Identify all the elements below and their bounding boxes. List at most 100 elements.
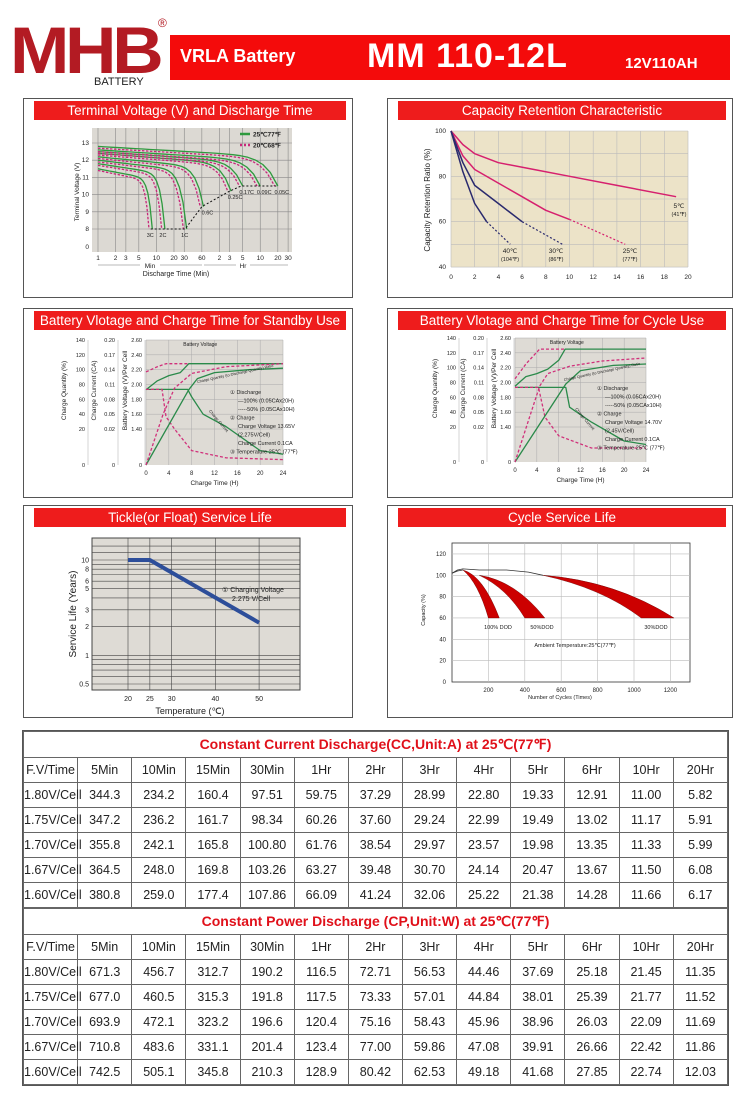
table-cell: 29.24 bbox=[401, 807, 458, 833]
column-header: 15Min bbox=[185, 934, 241, 960]
panel-float-life: Tickle(or Float) Service Life bbox=[23, 505, 353, 718]
table-cell: 11.52 bbox=[672, 984, 729, 1010]
table-cell: 28.99 bbox=[401, 782, 458, 808]
constant-power-table: Constant Power Discharge (CP,Unit:W) at … bbox=[22, 908, 729, 1085]
table-cell: 190.2 bbox=[239, 959, 295, 985]
table-row: 1.75V/Cell 677.0 460.5 315.3 191.8 117.5 73.33… bbox=[22, 984, 729, 1010]
table-row: 1.67V/Cell 710.8 483.6 331.1 201.4 123.4 77.00… bbox=[22, 1034, 729, 1060]
table-cell: 44.84 bbox=[456, 984, 512, 1010]
panel-title: Battery Vlotage and Charge Time for Cycl… bbox=[398, 311, 726, 330]
panel-title: Cycle Service Life bbox=[398, 508, 726, 527]
table-row: 1.60V/Cell 742.5 505.1 345.8 210.3 128.9 80.42… bbox=[22, 1059, 729, 1085]
table-cell: 20.47 bbox=[510, 857, 566, 883]
table-header-row: F.V/Time 5Min 10Min 15Min 30Min 1Hr 2Hr 3Hr 4Hr 5… bbox=[22, 757, 729, 783]
table-cell: 364.5 bbox=[77, 857, 133, 883]
table-cell: 26.03 bbox=[564, 1009, 620, 1035]
table-cell: 345.8 bbox=[185, 1059, 241, 1085]
product-type: VRLA Battery bbox=[180, 46, 296, 66]
column-header: 2Hr bbox=[347, 934, 403, 960]
row-label: 1.80V/Cell bbox=[22, 782, 82, 808]
table-cell: 11.66 bbox=[618, 882, 674, 908]
table-cell: 236.2 bbox=[131, 807, 187, 833]
column-header: F.V/Time bbox=[22, 757, 79, 783]
table-cell: 39.91 bbox=[510, 1034, 566, 1060]
table-cell: 331.1 bbox=[185, 1034, 241, 1060]
table-cell: 22.99 bbox=[456, 807, 512, 833]
table-cell: 63.27 bbox=[293, 857, 349, 883]
table-cell: 39.48 bbox=[347, 857, 403, 883]
table-cell: 116.5 bbox=[293, 959, 349, 985]
model-name: MM 110-12L bbox=[367, 37, 568, 75]
table-cell: 21.38 bbox=[510, 882, 566, 908]
column-header: 3Hr bbox=[401, 757, 458, 783]
table-cell: 210.3 bbox=[239, 1059, 295, 1085]
table-cell: 11.00 bbox=[618, 782, 674, 808]
table-cell: 25.18 bbox=[564, 959, 620, 985]
table-cell: 72.71 bbox=[347, 959, 403, 985]
table-cell: 242.1 bbox=[131, 832, 187, 858]
table-row: 1.60V/Cell 380.8 259.0 177.4 107.86 66.09 41.2… bbox=[22, 882, 729, 908]
table-cell: 14.28 bbox=[564, 882, 620, 908]
table-cell: 6.08 bbox=[672, 857, 729, 883]
column-header: 6Hr bbox=[564, 757, 620, 783]
table-cell: 47.08 bbox=[456, 1034, 512, 1060]
table-cell: 117.5 bbox=[293, 984, 349, 1010]
table-cell: 58.43 bbox=[401, 1009, 458, 1035]
column-header: 30Min bbox=[239, 757, 295, 783]
table-row: 1.67V/Cell 364.5 248.0 169.8 103.26 63.27 39.4… bbox=[22, 857, 729, 883]
brand-logo: MHB ® BATTERY bbox=[10, 13, 167, 88]
table-cell: 5.99 bbox=[672, 832, 729, 858]
table-cell: 61.76 bbox=[293, 832, 349, 858]
table-row: 1.70V/Cell 693.9 472.1 323.2 196.6 120.4 75.16… bbox=[22, 1009, 729, 1035]
row-label: 1.75V/Cell bbox=[22, 807, 82, 833]
table-cell: 103.26 bbox=[239, 857, 295, 883]
table-cell: 460.5 bbox=[131, 984, 187, 1010]
table-cell: 19.33 bbox=[510, 782, 566, 808]
column-header: 20Hr bbox=[672, 934, 729, 960]
table-cell: 505.1 bbox=[131, 1059, 187, 1085]
table-cell: 671.3 bbox=[77, 959, 133, 985]
table-cell: 169.8 bbox=[185, 857, 241, 883]
panel-title: Tickle(or Float) Service Life bbox=[34, 508, 346, 527]
table-cell: 107.86 bbox=[239, 882, 295, 908]
table-title: Constant Power Discharge (CP,Unit:W) at … bbox=[23, 908, 728, 935]
table-cell: 315.3 bbox=[185, 984, 241, 1010]
table-cell: 11.17 bbox=[618, 807, 674, 833]
battery-spec: 12V110AH bbox=[625, 55, 698, 72]
table-cell: 41.24 bbox=[347, 882, 403, 908]
table-cell: 120.4 bbox=[293, 1009, 349, 1035]
table-cell: 323.2 bbox=[185, 1009, 241, 1035]
table-cell: 41.68 bbox=[510, 1059, 566, 1085]
table-cell: 11.35 bbox=[672, 959, 729, 985]
column-header: 6Hr bbox=[564, 934, 620, 960]
table-cell: 21.45 bbox=[618, 959, 674, 985]
table-cell: 32.06 bbox=[401, 882, 458, 908]
table-cell: 56.53 bbox=[401, 959, 458, 985]
table-row: 1.70V/Cell 355.8 242.1 165.8 100.80 61.76 38.5… bbox=[22, 832, 729, 858]
column-header: 5Hr bbox=[510, 934, 566, 960]
table-cell: 19.98 bbox=[510, 832, 566, 858]
table-cell: 13.02 bbox=[564, 807, 620, 833]
table-cell: 344.3 bbox=[77, 782, 133, 808]
panel-terminal-voltage: Terminal Voltage (V) and Discharge Time bbox=[23, 98, 353, 298]
row-label: 1.67V/Cell bbox=[22, 1034, 82, 1060]
table-cell: 347.2 bbox=[77, 807, 133, 833]
table-cell: 196.6 bbox=[239, 1009, 295, 1035]
table-cell: 26.66 bbox=[564, 1034, 620, 1060]
panel-standby-charge: Battery Vlotage and Charge Time for Stan… bbox=[23, 308, 353, 498]
table-cell: 259.0 bbox=[131, 882, 187, 908]
table-cell: 160.4 bbox=[185, 782, 241, 808]
row-label: 1.75V/Cell bbox=[22, 984, 82, 1010]
table-cell: 24.14 bbox=[456, 857, 512, 883]
table-cell: 100.80 bbox=[239, 832, 295, 858]
table-cell: 165.8 bbox=[185, 832, 241, 858]
table-cell: 483.6 bbox=[131, 1034, 187, 1060]
table-cell: 25.22 bbox=[456, 882, 512, 908]
column-header: F.V/Time bbox=[22, 934, 79, 960]
table-title-row: Constant Power Discharge (CP,Unit:W) at … bbox=[23, 908, 728, 935]
table-cell: 62.53 bbox=[401, 1059, 458, 1085]
row-label: 1.60V/Cell bbox=[22, 882, 82, 908]
table-cell: 11.33 bbox=[618, 832, 674, 858]
table-cell: 60.26 bbox=[293, 807, 349, 833]
column-header: 10Hr bbox=[618, 757, 674, 783]
